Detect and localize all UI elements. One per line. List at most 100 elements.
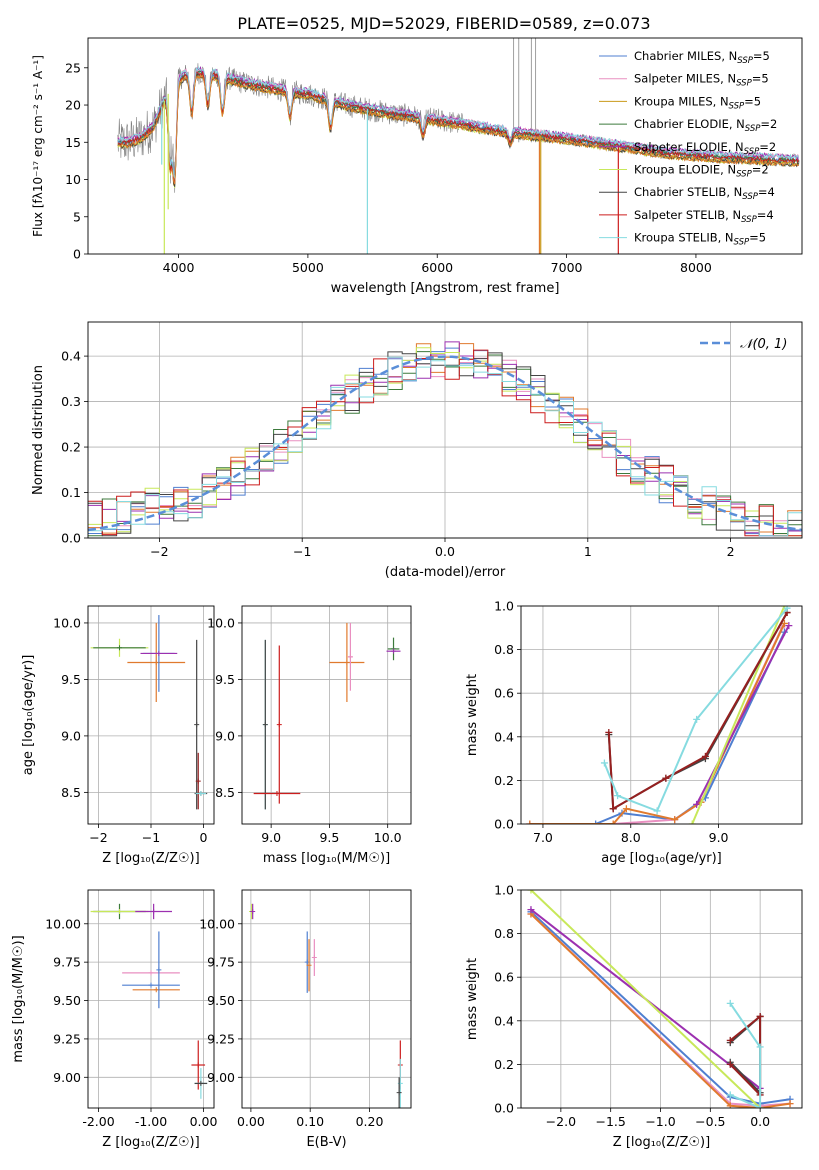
series-line	[695, 625, 790, 805]
data-point	[276, 722, 282, 728]
model-spectrum-line	[117, 74, 799, 185]
data-point	[198, 1080, 204, 1086]
x-tick-label: 9.0	[709, 830, 729, 845]
y-tick-label: 0.6	[494, 686, 514, 701]
y-tick-label: 0.0	[61, 531, 81, 546]
data-point	[195, 1062, 201, 1068]
legend-label: 𝒩(0, 1)	[740, 337, 787, 352]
legend-suffix: =5	[752, 72, 769, 86]
series-marker	[671, 816, 679, 824]
y-tick-label: 10.0	[207, 615, 235, 630]
axes-frame	[241, 889, 412, 1109]
legend-label: Kroupa STELIB, NSSP=5	[634, 231, 766, 248]
legend-text: Chabrier ELODIE, N	[634, 117, 745, 131]
x-axis-label: E(B-V)	[306, 1135, 346, 1150]
weight_vs_Z-marks	[527, 890, 794, 1108]
series-marker	[756, 1104, 764, 1108]
series-marker	[609, 805, 617, 813]
data-point	[347, 654, 353, 660]
weight_vs_Z-plot: −2.0 −1.5 −1.0 −0.5 0.0 0.0 0.2 0.4 0.6 0.8 1.0 Z […	[465, 883, 803, 1150]
spectrum-plot: 4000 5000 6000 7000 8000 0 5 10 15 20 25 wavelength…	[31, 37, 803, 296]
y-tick-label: 10	[65, 172, 81, 187]
series-line	[595, 631, 786, 824]
age_vs_mass-plot: 9.0 9.5 10.0 8.5 9.0 9.5 10.0 mass [log₁₀(M/M☉)…	[207, 605, 412, 866]
legend-label: Salpeter ELODIE, NSSP=2	[634, 140, 776, 157]
x-tick-label: 1	[584, 544, 592, 559]
data-point	[151, 908, 157, 914]
legend-suffix: =2	[760, 117, 777, 131]
series-marker	[662, 774, 670, 782]
age_vs_Z-marks	[90, 615, 208, 810]
data-point	[274, 791, 280, 797]
legend-suffix: =2	[759, 140, 776, 154]
y-tick-label: 15	[65, 135, 81, 150]
legend-text: Kroupa ELODIE, N	[634, 163, 736, 177]
x-axis-label: Z [log₁₀(Z/Z☉)]	[102, 1135, 199, 1150]
legend-sub: SSP	[741, 215, 757, 225]
y-tick-label: 0.1	[61, 485, 81, 500]
legend-sub: SSP	[742, 192, 758, 202]
x-tick-label: 0.0	[435, 544, 455, 559]
series-marker	[527, 890, 535, 894]
y-tick-label: 0.2	[61, 440, 81, 455]
y-tick-label: 0.0	[494, 1101, 514, 1116]
legend-sub: SSP	[729, 101, 745, 111]
x-tick-label: −0.5	[695, 1114, 725, 1129]
y-tick-label: 10.00	[199, 916, 235, 931]
data-point	[194, 722, 200, 728]
x-tick-label: 0.00	[190, 1114, 218, 1129]
data-point	[396, 1090, 402, 1096]
y-axis-label: mass weight	[465, 674, 480, 756]
legend-label: Chabrier ELODIE, NSSP=2	[634, 117, 777, 134]
y-tick-label: 10.00	[45, 916, 81, 931]
series-marker	[786, 1100, 794, 1108]
x-tick-label: 10.0	[374, 830, 402, 845]
histogram-line	[88, 341, 802, 537]
x-tick-label: −2	[150, 544, 168, 559]
age_vs_Z-plot: −2 −1 0 8.5 9.0 9.5 10.0 Z [log₁₀(Z/Z☉)] age [lo…	[21, 605, 215, 866]
x-tick-label: 6000	[421, 260, 453, 275]
mass_vs_ebv-plot: 0.00 0.10 0.20 9.00 9.25 9.50 9.75 10.00 E(B-V)	[199, 889, 412, 1150]
x-tick-label: 8.0	[621, 830, 641, 845]
series-marker	[653, 807, 661, 815]
x-tick-label: 0	[200, 830, 208, 845]
data-point	[153, 659, 159, 665]
y-tick-label: 9.25	[53, 1031, 81, 1046]
y-tick-label: 0.6	[494, 970, 514, 985]
y-tick-label: 9.00	[207, 1070, 235, 1085]
legend-label: Chabrier MILES, NSSP=5	[634, 49, 770, 66]
data-point	[250, 908, 256, 914]
series-marker	[693, 715, 701, 723]
weight_vs_age-marks	[526, 606, 793, 824]
series-line	[729, 1002, 762, 1108]
y-tick-label: 25	[65, 60, 81, 75]
data-point	[148, 970, 154, 976]
series-marker	[701, 752, 709, 760]
y-tick-label: 9.50	[53, 993, 81, 1008]
normal-curve	[88, 355, 802, 532]
y-tick-label: 0	[73, 247, 81, 262]
series-marker	[785, 622, 793, 630]
y-tick-label: 9.0	[215, 728, 235, 743]
legend-sub: SSP	[745, 124, 761, 134]
series-marker	[756, 1012, 764, 1020]
x-tick-label: −2	[89, 830, 107, 845]
series-line	[691, 606, 786, 824]
y-tick-label: 1.0	[494, 599, 514, 614]
x-tick-label: −1	[293, 544, 311, 559]
y-axis-label: mass weight	[465, 958, 480, 1040]
axes-frame	[241, 605, 412, 825]
data-point	[262, 722, 268, 728]
series-marker	[726, 999, 734, 1007]
data-point	[153, 987, 159, 993]
series-marker	[526, 820, 534, 824]
residual-marks	[88, 341, 802, 537]
histogram-line	[88, 356, 802, 537]
legend-suffix: =4	[758, 185, 775, 199]
data-point	[195, 778, 201, 784]
series-marker	[605, 728, 613, 736]
legend-text: Kroupa MILES, N	[634, 94, 729, 108]
series-marker	[622, 805, 630, 813]
legend-sub: SSP	[736, 79, 752, 89]
